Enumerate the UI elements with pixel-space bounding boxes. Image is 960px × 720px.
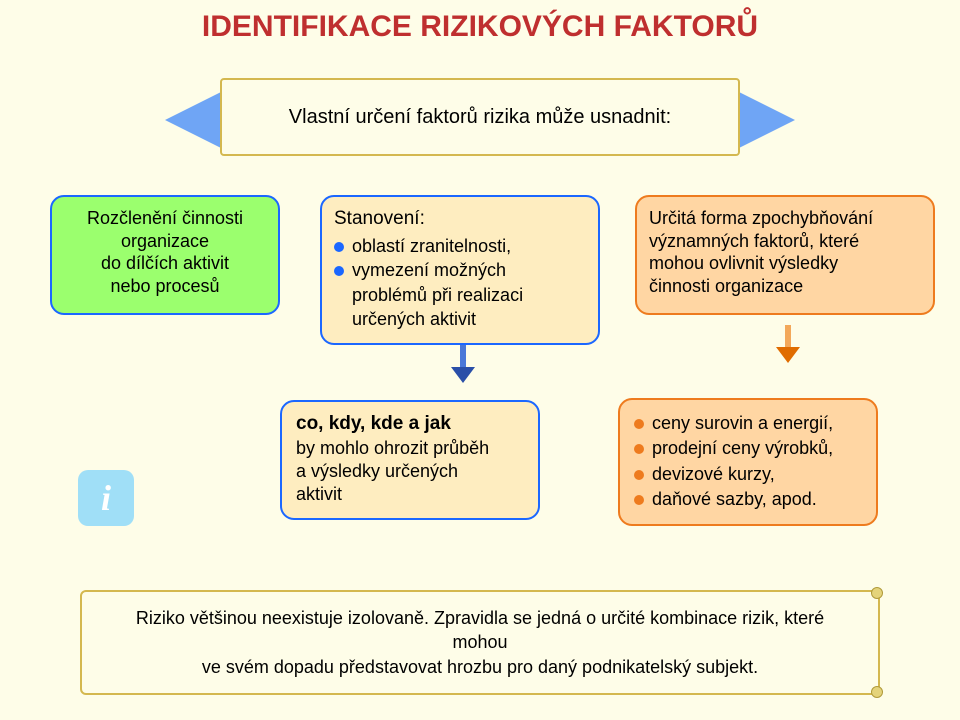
box3-line2: významných faktorů, které bbox=[649, 230, 921, 253]
box-priklady: ceny surovin a energií, prodejní ceny vý… bbox=[618, 398, 878, 526]
mid2-item-3-text: daňové sazby, apod. bbox=[652, 489, 817, 509]
plaque-line2: ve svém dopadu představovat hrozbu pro d… bbox=[110, 655, 850, 679]
bullet-icon bbox=[634, 444, 644, 454]
box2-item-2-text: problémů při realizaci bbox=[352, 285, 523, 305]
ribbon-text: Vlastní určení faktorů rizika může usnad… bbox=[289, 106, 671, 129]
mid2-item-2-text: devizové kurzy, bbox=[652, 464, 775, 484]
box2-item-1-text: vymezení možných bbox=[352, 260, 506, 280]
box2-item-2: problémů při realizaci bbox=[334, 284, 586, 307]
mid1-bold: co, kdy, kde a jak bbox=[296, 412, 524, 437]
mid1-l2: by mohlo ohrozit průběh bbox=[296, 437, 524, 460]
arrow-head bbox=[776, 347, 800, 363]
box-zpochybnovani: Určitá forma zpochybňování významných fa… bbox=[635, 195, 935, 315]
box2-item-0: oblastí zranitelnosti, bbox=[334, 235, 586, 258]
box1-line1: Rozčlenění činnosti bbox=[64, 207, 266, 230]
box1-line3: do dílčích aktivit bbox=[64, 252, 266, 275]
box1-line4: nebo procesů bbox=[64, 275, 266, 298]
bullet-icon bbox=[334, 242, 344, 252]
box-co-kdy-kde: co, kdy, kde a jak by mohlo ohrozit průb… bbox=[280, 400, 540, 520]
box-rozcleneni: Rozčlenění činnosti organizace do dílčíc… bbox=[50, 195, 280, 315]
box2-item-1: vymezení možných bbox=[334, 259, 586, 282]
box-stanoveni: Stanovení: oblastí zranitelnosti, vymeze… bbox=[320, 195, 600, 345]
bullet-icon bbox=[334, 266, 344, 276]
mid1-l4: aktivit bbox=[296, 483, 524, 506]
diagram-canvas: IDENTIFIKACE RIZIKOVÝCH FAKTORŮ Vlastní … bbox=[0, 0, 960, 720]
bullet-icon bbox=[634, 419, 644, 429]
arrow-stem bbox=[460, 345, 466, 369]
mid2-item-2: devizové kurzy, bbox=[634, 463, 862, 486]
ribbon-tail-left-icon bbox=[165, 90, 225, 150]
ribbon-body: Vlastní určení faktorů rizika může usnad… bbox=[220, 78, 740, 156]
arrow-head bbox=[451, 367, 475, 383]
ribbon-banner: Vlastní určení faktorů rizika může usnad… bbox=[210, 70, 750, 160]
arrow-down-icon bbox=[455, 345, 471, 385]
mid2-item-3: daňové sazby, apod. bbox=[634, 488, 862, 511]
box3-line4: činnosti organizace bbox=[649, 275, 921, 298]
plaque-line1: Riziko většinou neexistuje izolovaně. Zp… bbox=[110, 606, 850, 655]
box2-list: oblastí zranitelnosti, vymezení možných … bbox=[334, 235, 586, 331]
mid2-item-1-text: prodejní ceny výrobků, bbox=[652, 438, 833, 458]
mid2-list: ceny surovin a energií, prodejní ceny vý… bbox=[634, 412, 862, 512]
ribbon-tail-right-icon bbox=[735, 90, 795, 150]
mid1-l3: a výsledky určených bbox=[296, 460, 524, 483]
box2-item-3: určených aktivit bbox=[334, 308, 586, 331]
box1-line2: organizace bbox=[64, 230, 266, 253]
bullet-icon bbox=[634, 470, 644, 480]
bullet-icon bbox=[634, 495, 644, 505]
mid2-item-0: ceny surovin a energií, bbox=[634, 412, 862, 435]
box3-line1: Určitá forma zpochybňování bbox=[649, 207, 921, 230]
mid2-item-1: prodejní ceny výrobků, bbox=[634, 437, 862, 460]
box3-line3: mohou ovlivnit výsledky bbox=[649, 252, 921, 275]
box2-item-3-text: určených aktivit bbox=[352, 309, 476, 329]
arrow-stem bbox=[785, 325, 791, 349]
bottom-plaque: Riziko většinou neexistuje izolovaně. Zp… bbox=[80, 590, 880, 695]
arrow-down-icon bbox=[780, 325, 796, 365]
box2-lead: Stanovení: bbox=[334, 207, 586, 231]
mid2-item-0-text: ceny surovin a energií, bbox=[652, 413, 833, 433]
box2-item-0-text: oblastí zranitelnosti, bbox=[352, 236, 511, 256]
main-title: IDENTIFIKACE RIZIKOVÝCH FAKTORŮ bbox=[0, 10, 960, 44]
info-icon: i bbox=[78, 470, 134, 526]
